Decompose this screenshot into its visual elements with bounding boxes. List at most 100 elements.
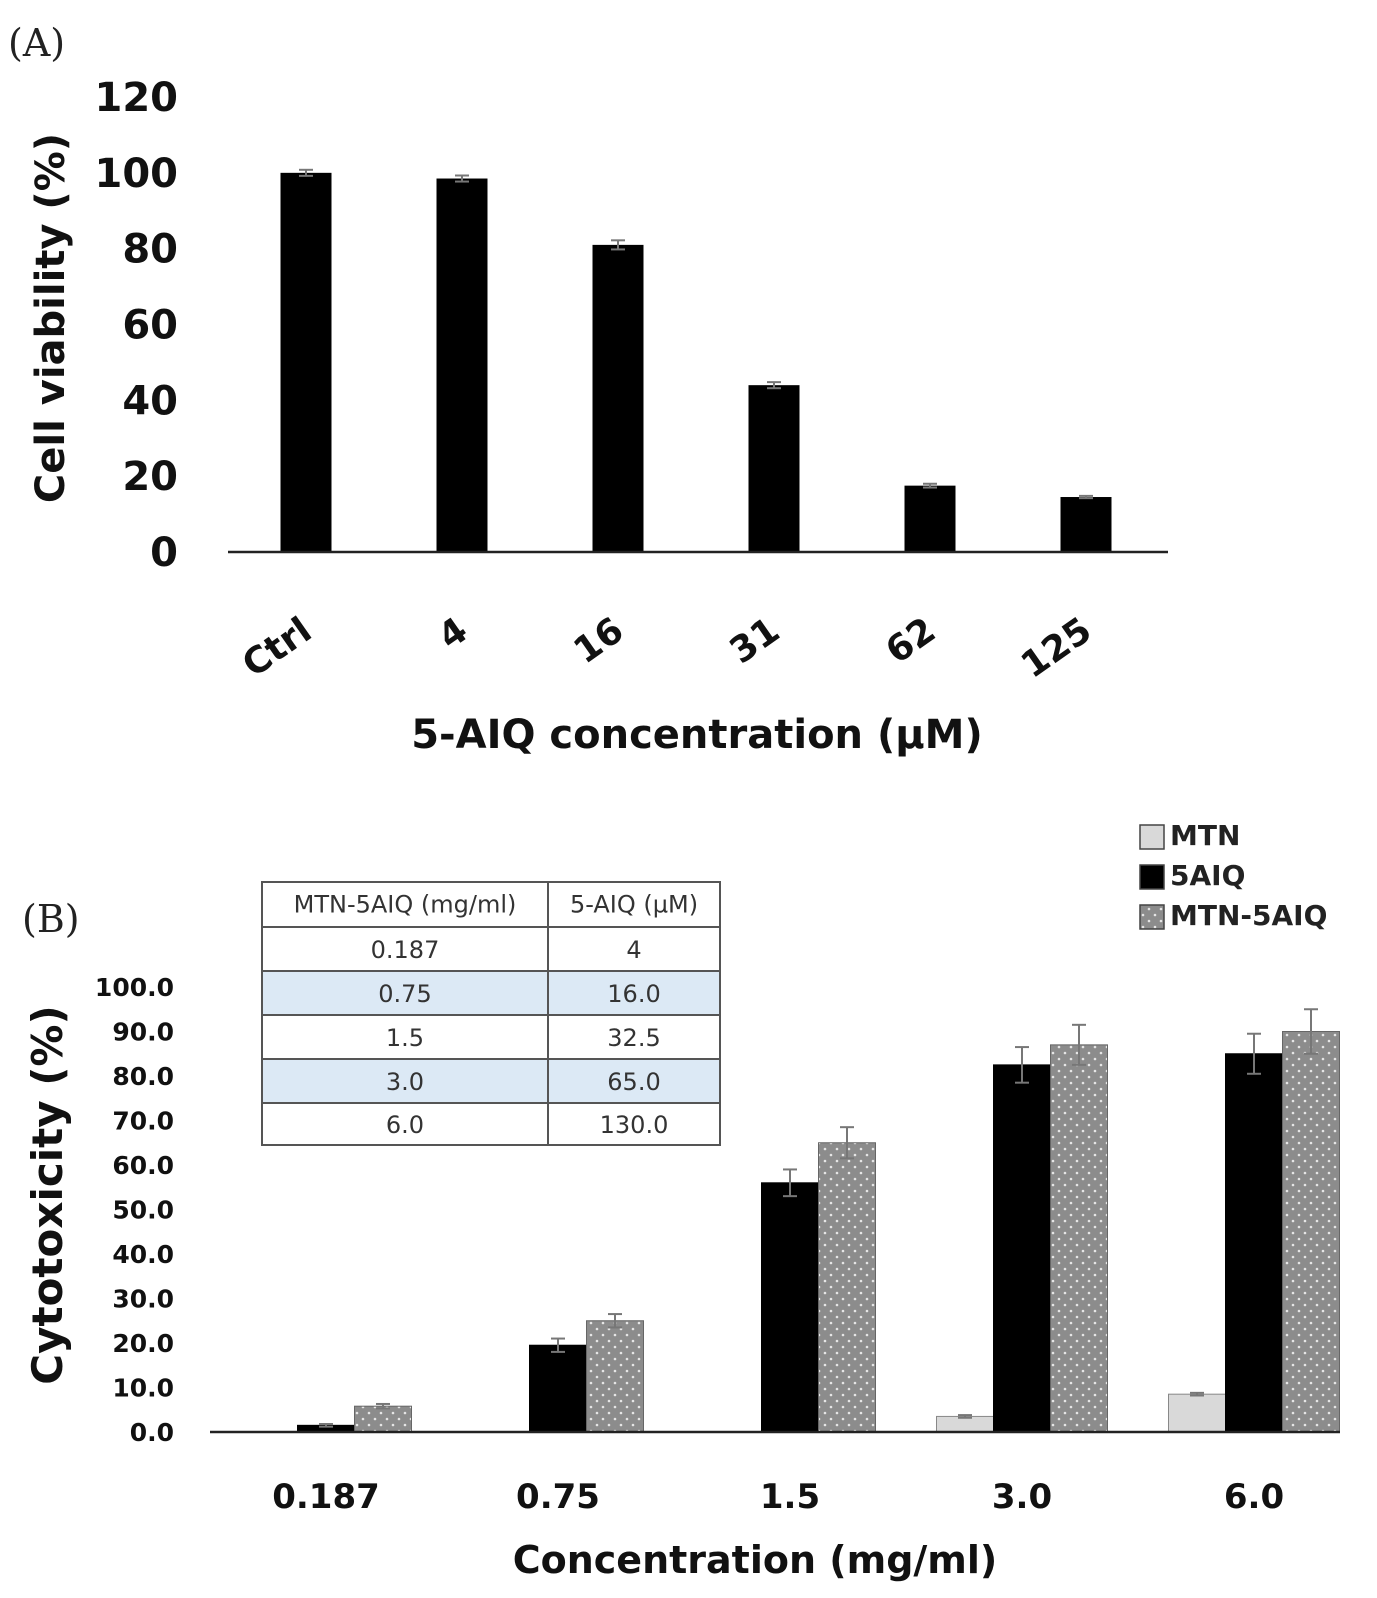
error-bar-b-1-2	[608, 1313, 622, 1329]
error-bar-b-2-2	[840, 1126, 854, 1160]
x-axis-title-a: 5-AIQ concentration (µM)	[411, 712, 983, 758]
table-stripe-3	[262, 1059, 720, 1103]
panel-label-a: (A)	[8, 21, 65, 65]
x-tick-labels-a: Ctrl 4 16 31 62 125	[235, 610, 1099, 687]
legend-label-1: 5AIQ	[1170, 859, 1245, 892]
bar-b-4-1	[1225, 1053, 1283, 1433]
y-tick-b-5: 50.0	[112, 1196, 174, 1225]
y-tick-b-3: 30.0	[112, 1285, 174, 1314]
x-tick-a-1: 4	[431, 610, 475, 658]
y-tick-labels-a: 0 20 40 60 80 100 120	[95, 75, 179, 576]
bar-b-2-2	[818, 1142, 876, 1433]
table-cell-3-0: 3.0	[386, 1068, 424, 1096]
legend-b: MTN 5AIQ MTN-5AIQ	[1139, 819, 1327, 932]
y-tick-b-1: 10.0	[112, 1374, 174, 1403]
y-tick-a-3: 60	[122, 303, 178, 349]
x-tick-b-1: 0.75	[516, 1477, 600, 1517]
y-tick-a-2: 40	[122, 378, 178, 424]
table-header-1: 5-AIQ (µM)	[570, 891, 698, 919]
x-tick-a-3: 31	[723, 610, 788, 672]
error-bar-b-4-2	[1304, 1008, 1318, 1055]
legend-label-2: MTN-5AIQ	[1170, 899, 1327, 932]
bar-a-4	[904, 485, 956, 552]
y-tick-b-8: 80.0	[112, 1062, 174, 1091]
error-bar-b-3-0	[958, 1414, 972, 1419]
table-cell-4-1: 130.0	[600, 1111, 669, 1139]
error-bar-b-3-2	[1072, 1023, 1086, 1066]
bar-a-3	[748, 385, 800, 552]
x-tick-a-2: 16	[567, 610, 632, 672]
error-bar-b-1-1	[551, 1337, 565, 1353]
error-bar-b-0-1	[319, 1422, 333, 1428]
legend-swatch-1	[1139, 864, 1165, 890]
y-tick-b-2: 20.0	[112, 1329, 174, 1358]
error-bar-a-2	[611, 239, 625, 251]
bars-b	[297, 1008, 1340, 1433]
y-tick-a-1: 20	[122, 454, 178, 500]
chart-b: (B) 0.0 10.0 20.0 30.0 40.0 50.0 60.0 70.0 80.0 9…	[22, 819, 1340, 1582]
bar-b-4-0	[1168, 1393, 1226, 1433]
y-tick-b-10: 100.0	[95, 973, 174, 1002]
y-tick-b-4: 40.0	[112, 1240, 174, 1269]
bar-b-1-1	[529, 1344, 587, 1433]
error-bar-a-0	[299, 168, 313, 177]
bar-b-4-2	[1282, 1031, 1340, 1433]
x-tick-b-2: 1.5	[760, 1477, 820, 1517]
y-axis-title-a: Cell viability (%)	[28, 133, 74, 503]
chart-a: (A) 0 20 40 60 80 100 120 Ctrl 4 16 31 62 125 Cell …	[8, 21, 1168, 758]
table-border	[261, 881, 721, 1146]
legend-swatch-2	[1139, 904, 1165, 930]
error-bar-b-4-0	[1190, 1391, 1204, 1397]
legend-swatch-0	[1139, 824, 1165, 850]
y-tick-a-0: 0	[150, 530, 178, 576]
error-bar-a-3	[767, 381, 781, 390]
y-tick-b-9: 90.0	[112, 1018, 174, 1047]
x-tick-b-0: 0.187	[272, 1477, 380, 1517]
bars-a	[280, 168, 1112, 553]
bar-b-3-0	[936, 1415, 994, 1433]
error-bar-a-5	[1079, 494, 1093, 500]
x-tick-b-3: 3.0	[992, 1477, 1052, 1517]
legend-label-0: MTN	[1170, 819, 1240, 852]
bar-b-3-1	[993, 1064, 1051, 1433]
x-tick-a-5: 125	[1014, 610, 1099, 687]
bar-a-0	[280, 172, 332, 553]
y-tick-b-0: 0.0	[130, 1418, 174, 1447]
inset-table: MTN-5AIQ (mg/ml) 5-AIQ (µM) 0.187 4 0.75 16.0…	[261, 881, 721, 1146]
table-cell-1-1: 16.0	[607, 980, 660, 1008]
table-header-0: MTN-5AIQ (mg/ml)	[294, 891, 517, 919]
error-bar-b-0-2	[376, 1402, 390, 1410]
error-bar-b-4-1	[1247, 1032, 1261, 1075]
bar-a-2	[592, 244, 644, 552]
y-tick-a-6: 120	[95, 75, 179, 121]
table-cell-0-1: 4	[626, 936, 641, 964]
bar-a-1	[436, 178, 488, 553]
x-tick-a-4: 62	[879, 610, 944, 672]
y-axis-title-b: Cytotoxicity (%)	[23, 1005, 72, 1384]
table-cell-4-0: 6.0	[386, 1111, 424, 1139]
panel-label-b: (B)	[22, 897, 80, 941]
y-tick-b-6: 60.0	[112, 1151, 174, 1180]
bar-b-0-2	[354, 1405, 412, 1433]
error-bar-a-4	[923, 482, 937, 489]
error-bar-b-3-1	[1015, 1046, 1029, 1084]
table-stripe-1	[262, 971, 720, 1015]
bar-a-5	[1060, 497, 1112, 552]
x-axis-title-b: Concentration (mg/ml)	[513, 1538, 998, 1582]
bar-b-2-1	[761, 1182, 819, 1433]
table-cell-0-0: 0.187	[371, 936, 440, 964]
table-cell-1-0: 0.75	[378, 980, 431, 1008]
table-cell-3-1: 65.0	[607, 1068, 660, 1096]
bar-b-1-2	[586, 1320, 644, 1433]
x-tick-b-4: 6.0	[1224, 1477, 1284, 1517]
y-tick-a-5: 100	[95, 151, 179, 197]
table-cell-2-0: 1.5	[386, 1024, 424, 1052]
error-bar-b-2-1	[783, 1168, 797, 1198]
bar-b-3-2	[1050, 1044, 1108, 1433]
x-tick-labels-b: 0.187 0.75 1.5 3.0 6.0	[272, 1477, 1284, 1517]
y-tick-a-4: 80	[122, 227, 178, 273]
x-tick-a-0: Ctrl	[235, 610, 319, 686]
y-tick-labels-b: 0.0 10.0 20.0 30.0 40.0 50.0 60.0 70.0 80.0 90.0 1…	[95, 973, 174, 1447]
error-bar-a-1	[455, 174, 469, 183]
